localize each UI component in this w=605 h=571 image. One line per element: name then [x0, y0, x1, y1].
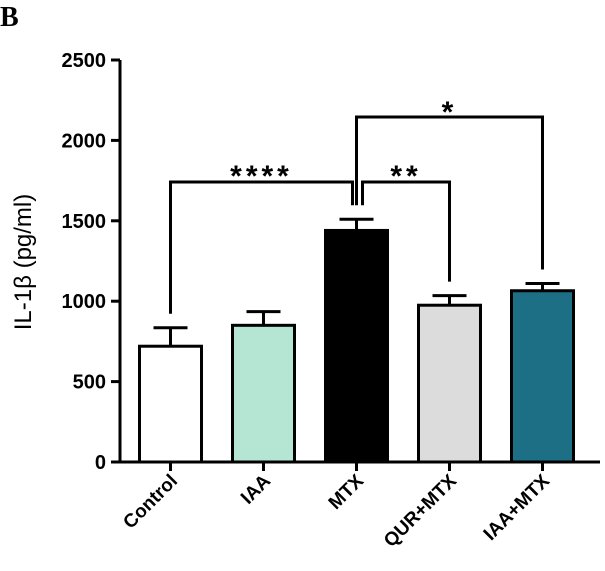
x-tick-label: IAA — [237, 470, 275, 508]
x-tick-label: MTX — [325, 470, 368, 513]
bar — [138, 344, 203, 464]
y-tick-label: 2000 — [62, 130, 107, 152]
significance-label: **** — [230, 160, 293, 193]
y-tick-label: 1500 — [62, 211, 107, 233]
panel-letter: B — [0, 2, 19, 33]
bar — [510, 289, 575, 464]
plot-area: 0 500 1000 1500 2000 2500 Control IAA MTX QUR+MTX… — [62, 50, 600, 552]
x-tick-label: QUR+MTX — [380, 470, 461, 551]
bar — [324, 228, 389, 464]
significance-label: ** — [390, 160, 421, 193]
significance-bracket — [355, 115, 544, 270]
y-tick-label: 0 — [95, 452, 106, 474]
y-axis-label: IL-1β (pg/ml) — [10, 194, 37, 331]
y-tick-label: 2500 — [62, 50, 107, 72]
significance-label: * — [442, 96, 458, 129]
y-tick-label: 500 — [73, 372, 106, 394]
bar — [417, 303, 482, 464]
bar — [231, 323, 296, 464]
y-tick-label: 1000 — [62, 291, 107, 313]
x-tick-label: IAA+MTX — [480, 470, 554, 544]
significance-bracket — [361, 180, 451, 282]
x-tick-label: Control — [119, 471, 182, 534]
significance-bracket — [169, 180, 354, 314]
